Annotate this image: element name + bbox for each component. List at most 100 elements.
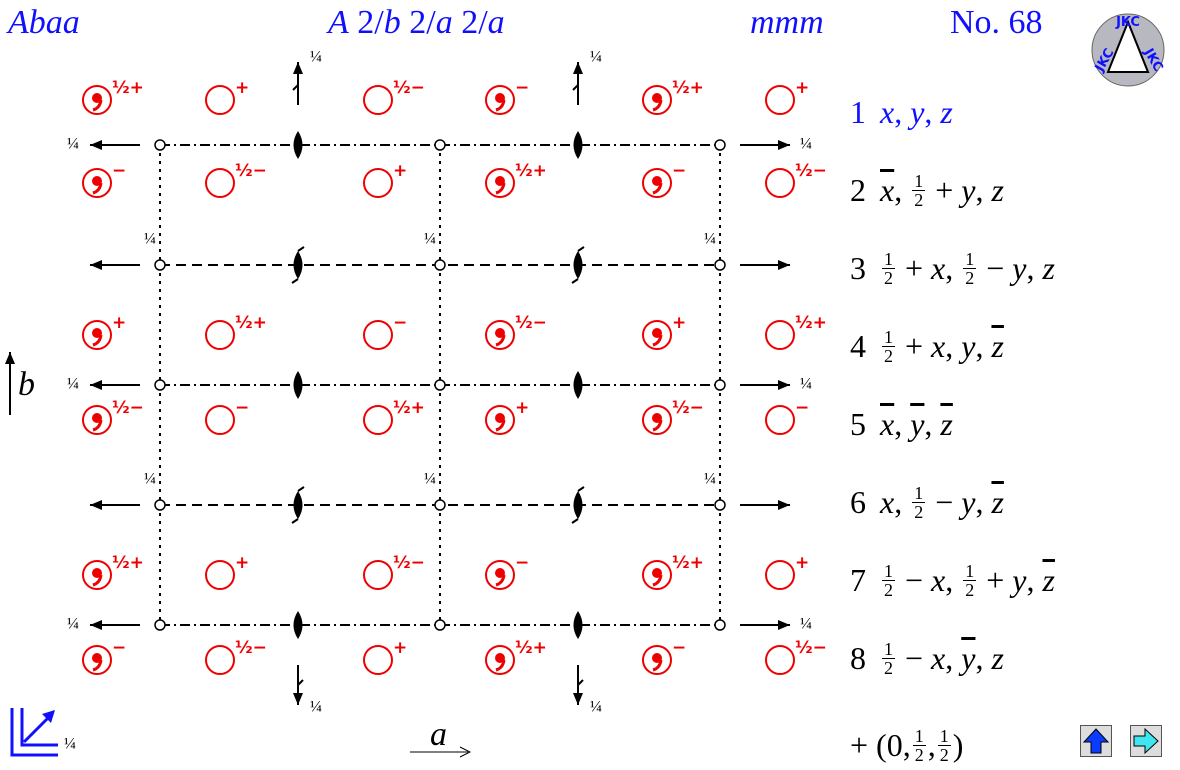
position-label: ½+	[112, 78, 144, 98]
height-label: ¼	[704, 231, 716, 248]
screw-half	[297, 679, 304, 686]
position-label: ½−	[672, 398, 704, 418]
inversion-center	[154, 259, 166, 271]
text: ,	[894, 172, 911, 208]
comma-tail	[92, 334, 103, 347]
position-label: −	[515, 78, 529, 98]
text: ,	[894, 484, 911, 520]
position-label: ½+	[795, 313, 827, 333]
variable: y	[961, 484, 976, 520]
text: +	[897, 328, 932, 364]
axis-label: a	[430, 716, 447, 753]
operation-number: 7	[850, 562, 866, 598]
variable: y	[1012, 562, 1027, 598]
height-label: ¼	[67, 136, 79, 153]
text: −	[927, 484, 962, 520]
position-label: ½−	[795, 161, 827, 181]
position-label: +	[235, 78, 249, 98]
screw-tail	[577, 246, 585, 252]
arrow-head	[90, 500, 102, 510]
position-label: ½+	[672, 78, 704, 98]
height-label: ¼	[310, 699, 322, 716]
text: )	[952, 727, 964, 763]
text: ,	[927, 727, 936, 763]
height-label: ¼	[704, 471, 716, 488]
equivalent-position	[765, 85, 795, 115]
position-label: ½−	[393, 78, 425, 98]
screw-tail	[571, 518, 579, 524]
variable: z	[991, 640, 1004, 676]
arrow-head	[90, 140, 102, 150]
position-label: +	[672, 313, 686, 333]
height-label: ¼	[64, 736, 76, 753]
inversion-center	[714, 619, 726, 631]
text: + (0,	[850, 727, 911, 763]
variable: x	[931, 640, 946, 676]
height-label: ¼	[424, 471, 436, 488]
text: ,	[975, 640, 992, 676]
denominator: 2	[914, 744, 924, 765]
position-label: ½+	[672, 553, 704, 573]
text: ,	[945, 328, 962, 364]
numerator: 1	[912, 482, 926, 503]
next-button[interactable]	[1130, 725, 1162, 757]
inversion-center	[434, 499, 446, 511]
inversion-center	[714, 499, 726, 511]
denominator: 2	[884, 345, 893, 366]
variable: x	[880, 172, 895, 208]
logo-triangle	[1106, 19, 1150, 73]
screw-half	[572, 84, 579, 91]
position-label: −	[393, 313, 407, 333]
variable: y	[961, 172, 976, 208]
up-button[interactable]	[1080, 725, 1112, 757]
height-label: ¼	[590, 699, 602, 716]
operation-number: 2	[850, 172, 866, 208]
position-label: −	[112, 638, 126, 658]
comma-tail	[495, 659, 506, 672]
equivalent-position	[363, 85, 393, 115]
position-label: ½+	[515, 638, 547, 658]
arrow-head	[778, 140, 790, 150]
comma-tail	[92, 659, 103, 672]
comma-tail	[652, 659, 663, 672]
inversion-center	[434, 259, 446, 271]
variable: z	[940, 94, 953, 130]
position-label: ½+	[235, 313, 267, 333]
denominator: 2	[965, 579, 975, 600]
inversion-center	[714, 259, 726, 271]
numerator: 1	[912, 170, 926, 191]
equivalent-position	[205, 405, 235, 435]
text: 2/	[348, 4, 384, 41]
text: ,	[1026, 562, 1043, 598]
equivalent-position	[205, 645, 235, 675]
point-group: mmm	[750, 4, 824, 41]
text: ,	[945, 562, 962, 598]
variable: x	[880, 94, 895, 130]
equivalent-position	[205, 85, 235, 115]
variable: x	[880, 484, 895, 520]
inversion-center	[434, 139, 446, 151]
comma-tail	[92, 419, 103, 432]
arrow-head	[573, 693, 583, 705]
axis-arrow-head	[459, 746, 472, 758]
variable: z	[991, 328, 1004, 364]
denominator: 2	[939, 744, 949, 765]
equivalent-position	[765, 168, 795, 198]
equivalent-position	[765, 405, 795, 435]
position-label: −	[672, 161, 686, 181]
equivalent-position	[205, 168, 235, 198]
screw-tail	[297, 486, 305, 492]
operation-number: 8	[850, 640, 866, 676]
variable: z	[940, 406, 953, 442]
position-label: ½−	[112, 398, 144, 418]
position-label: ½−	[393, 553, 425, 573]
variable: x	[931, 328, 946, 364]
inversion-center	[154, 619, 166, 631]
